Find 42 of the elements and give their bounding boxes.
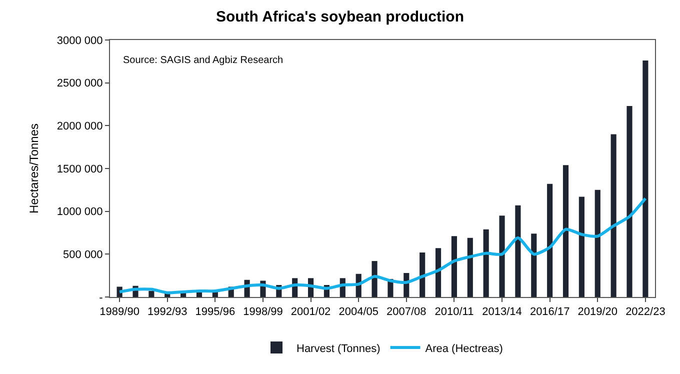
x-tick-label: 1998/99 [243, 306, 283, 318]
bar [610, 134, 616, 297]
bar [451, 236, 457, 297]
bar [531, 234, 537, 297]
bar [594, 190, 600, 297]
y-tick-label: 2000 000 [56, 120, 103, 133]
x-tick-label: 2022/23 [626, 306, 666, 318]
bar [626, 106, 632, 297]
bar [499, 216, 505, 297]
bar [547, 184, 553, 297]
bar [578, 196, 584, 297]
x-tick-label: 1995/96 [195, 306, 236, 318]
bar [562, 165, 569, 297]
x-tick-label: 2016/17 [530, 306, 570, 318]
x-tick-label: 2004/05 [338, 306, 378, 318]
annotation: Source: SAGIS and Agbiz Research [123, 55, 284, 66]
bar [435, 248, 442, 297]
x-tick-label: 2019/20 [578, 306, 618, 318]
x-tick-label: 2007/08 [386, 306, 426, 318]
bar [148, 291, 154, 297]
bar [515, 205, 521, 297]
x-tick-label: 2010/11 [434, 306, 474, 318]
y-tick-label: 500 000 [63, 249, 103, 262]
chart-title: South Africa's soybean production [216, 8, 464, 26]
y-tick-label: - [99, 292, 104, 304]
bar [420, 252, 426, 297]
y-tick-label: 2500 000 [56, 78, 103, 90]
y-tick-label: 3000 000 [56, 34, 103, 47]
x-tick-label: 1992/93 [147, 306, 188, 318]
bar [642, 60, 648, 297]
line-series [118, 196, 647, 294]
legend-label: Area (Hectreas) [425, 342, 503, 355]
y-axis-title: Hectares/Tonnes [27, 123, 42, 214]
y-tick-label: 1500 000 [56, 163, 103, 176]
y-tick-label: 1000 000 [56, 206, 103, 218]
bar [467, 238, 473, 297]
x-tick-label: 2001/02 [290, 306, 331, 318]
x-tick-label: 2013/14 [482, 306, 522, 318]
bar [483, 229, 489, 297]
x-tick-label: 1989/90 [100, 306, 140, 318]
bar [372, 261, 378, 297]
legend-label: Harvest (Tonnes) [296, 342, 380, 355]
